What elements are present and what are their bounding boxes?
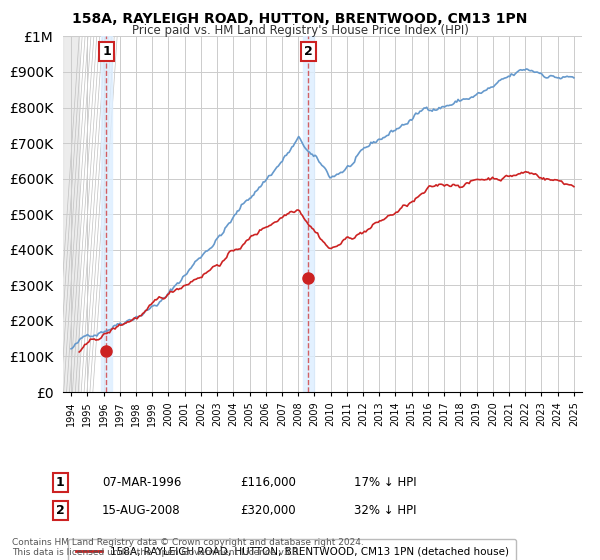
Text: 17% ↓ HPI: 17% ↓ HPI xyxy=(354,476,416,489)
Text: £320,000: £320,000 xyxy=(240,504,296,517)
Text: 2: 2 xyxy=(304,45,313,58)
Text: Contains HM Land Registry data © Crown copyright and database right 2024.
This d: Contains HM Land Registry data © Crown c… xyxy=(12,538,364,557)
Text: 158A, RAYLEIGH ROAD, HUTTON, BRENTWOOD, CM13 1PN: 158A, RAYLEIGH ROAD, HUTTON, BRENTWOOD, … xyxy=(73,12,527,26)
Bar xyxy=(302,36,314,392)
Bar xyxy=(101,36,112,392)
Text: 32% ↓ HPI: 32% ↓ HPI xyxy=(354,504,416,517)
Text: 1: 1 xyxy=(102,45,111,58)
Text: 07-MAR-1996: 07-MAR-1996 xyxy=(102,476,181,489)
Text: 1: 1 xyxy=(56,476,64,489)
Legend: 158A, RAYLEIGH ROAD, HUTTON, BRENTWOOD, CM13 1PN (detached house), HPI: Average : 158A, RAYLEIGH ROAD, HUTTON, BRENTWOOD, … xyxy=(68,539,516,560)
Text: £116,000: £116,000 xyxy=(240,476,296,489)
Bar xyxy=(63,36,79,392)
Text: Price paid vs. HM Land Registry's House Price Index (HPI): Price paid vs. HM Land Registry's House … xyxy=(131,24,469,37)
Text: 15-AUG-2008: 15-AUG-2008 xyxy=(102,504,181,517)
Text: 2: 2 xyxy=(56,504,64,517)
